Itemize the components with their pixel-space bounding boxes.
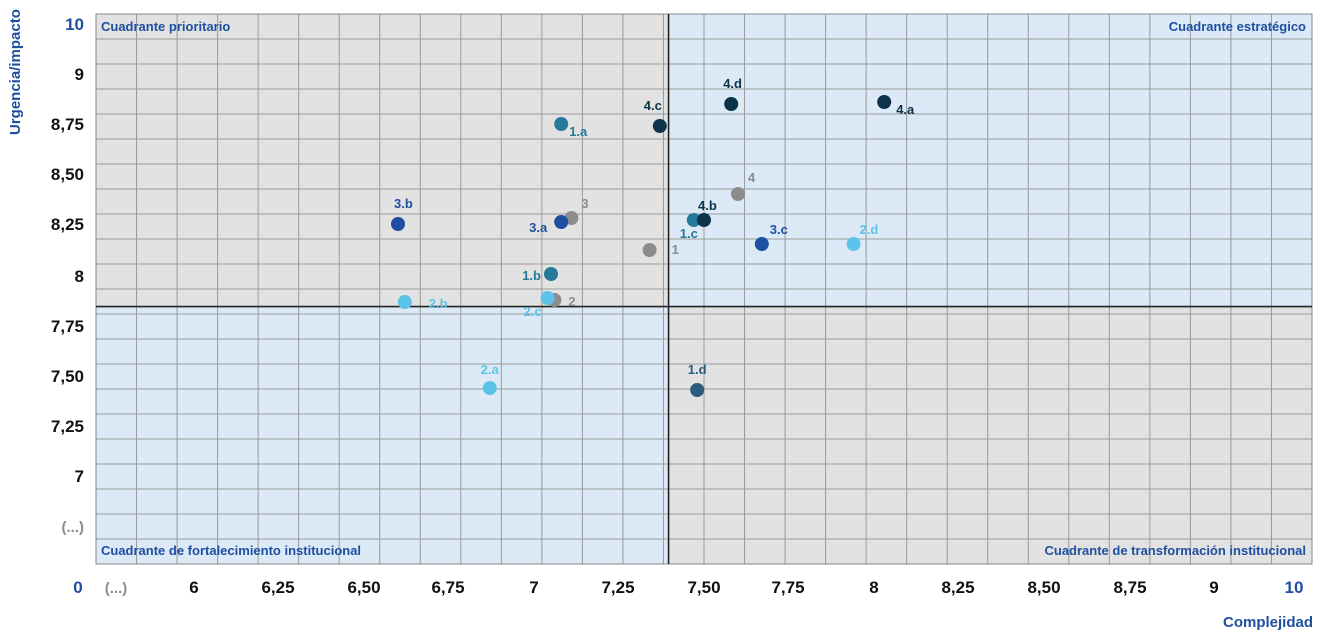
grid [95,13,1313,565]
point-4-a [877,95,892,109]
point-label-1-a: 1.a [569,124,588,139]
quadrant-bg-transformacion [668,306,1312,564]
y-tick-label: 7,75 [51,317,84,336]
quadrant-backgrounds [96,14,1312,564]
x-tick-label: 7 [529,578,538,597]
y-tick-label: 7 [75,467,84,486]
x-axis-title: Complejidad [1223,614,1313,631]
point-4-b [697,213,711,227]
quadrant-label-fortalecimiento: Cuadrante de fortalecimiento institucion… [101,543,361,558]
quadrant-label-estrategico: Cuadrante estratégico [1169,19,1306,34]
point-label-4-a: 4.a [896,102,915,117]
y-tick-label: (...) [62,519,85,536]
y-axis-ticks: 10 9 8,75 8,50 8,25 8 7,75 7,50 7,25 7 (...) [51,15,84,536]
point-label-4: 4 [748,170,756,185]
point-2-a [482,381,497,395]
y-tick-label: 8,75 [51,115,84,134]
x-tick-label: 8 [869,578,878,597]
x-tick-label: 8,50 [1027,578,1060,597]
point-2-d [846,237,861,251]
point-label-4-d: 4.d [723,76,742,91]
y-tick-label: 8,25 [51,215,84,234]
x-tick-label: 7,25 [601,578,634,597]
point-2-c [540,291,555,305]
point-label-2-a: 2.a [481,362,500,377]
point-label-2-c: 2.c [524,304,542,319]
point-label-1-c: 1.c [680,226,698,241]
y-tick-label: 9 [75,65,84,84]
data-points: 1 2 3 4 1.a 1.b 1.c 1.d 2.a 2.b 2.c 2.d 3.a 3.b 3.c 4.a… [391,76,915,397]
point-label-2: 2 [568,294,575,309]
point-3-c [754,237,769,251]
quadrant-bg-prioritario [96,14,669,307]
point-label-3: 3 [581,196,588,211]
point-1-c [686,213,701,227]
point-label-1-b: 1.b [522,268,541,283]
x-tick-label: 7,75 [771,578,804,597]
x-tick-label: (...) [105,580,128,597]
point-label-1-d: 1.d [688,362,707,377]
y-tick-label: 7,25 [51,417,84,436]
plot-frame [95,13,1313,565]
x-tick-label: 8,75 [1113,578,1146,597]
point-label-3-a: 3.a [529,220,548,235]
point-label-4-c: 4.c [644,98,662,113]
quadrant-dividers [96,14,1312,564]
point-label-2-b: 2.b [429,296,448,311]
point-3-a [554,215,569,229]
x-tick-label: 6,75 [431,578,464,597]
point-label-1: 1 [672,242,679,257]
point-label-3-b: 3.b [394,196,413,211]
x-tick-label: 10 [1285,578,1304,597]
point-1 [642,243,657,257]
point-1-b [544,267,558,281]
y-tick-label: 7,50 [51,367,84,386]
quadrant-bg-fortalecimiento [96,306,669,564]
point-4-c [652,119,667,133]
point-1-d [690,383,705,397]
x-tick-label: 6 [189,578,198,597]
x-tick-label: 0 [73,578,82,597]
x-tick-label: 6,50 [347,578,380,597]
point-2-b [397,295,412,309]
y-tick-label: 8,50 [51,165,84,184]
x-tick-label: 6,25 [261,578,294,597]
x-axis-ticks: 0 (...) 6 6,25 6,50 6,75 7 7,25 7,50 7,75 8 8,25 8,5… [73,578,1303,597]
point-label-4-b: 4.b [698,198,717,213]
y-tick-label: 8 [75,267,84,286]
point-1-a [554,117,569,131]
quadrant-bg-estrategico [668,14,1312,307]
x-tick-label: 8,25 [941,578,974,597]
x-tick-label: 9 [1209,578,1218,597]
point-label-2-d: 2.d [860,222,879,237]
point-4-d [724,97,739,111]
point-4 [731,187,745,201]
y-axis-title: Urgencia/impacto [7,9,24,135]
y-tick-label: 10 [65,15,84,34]
point-label-3-c: 3.c [770,222,788,237]
point-3-b [391,217,405,231]
x-tick-label: 7,50 [687,578,720,597]
quadrant-label-transformacion: Cuadrante de transformación instituciona… [1045,543,1307,558]
quadrant-label-prioritario: Cuadrante prioritario [101,19,230,34]
